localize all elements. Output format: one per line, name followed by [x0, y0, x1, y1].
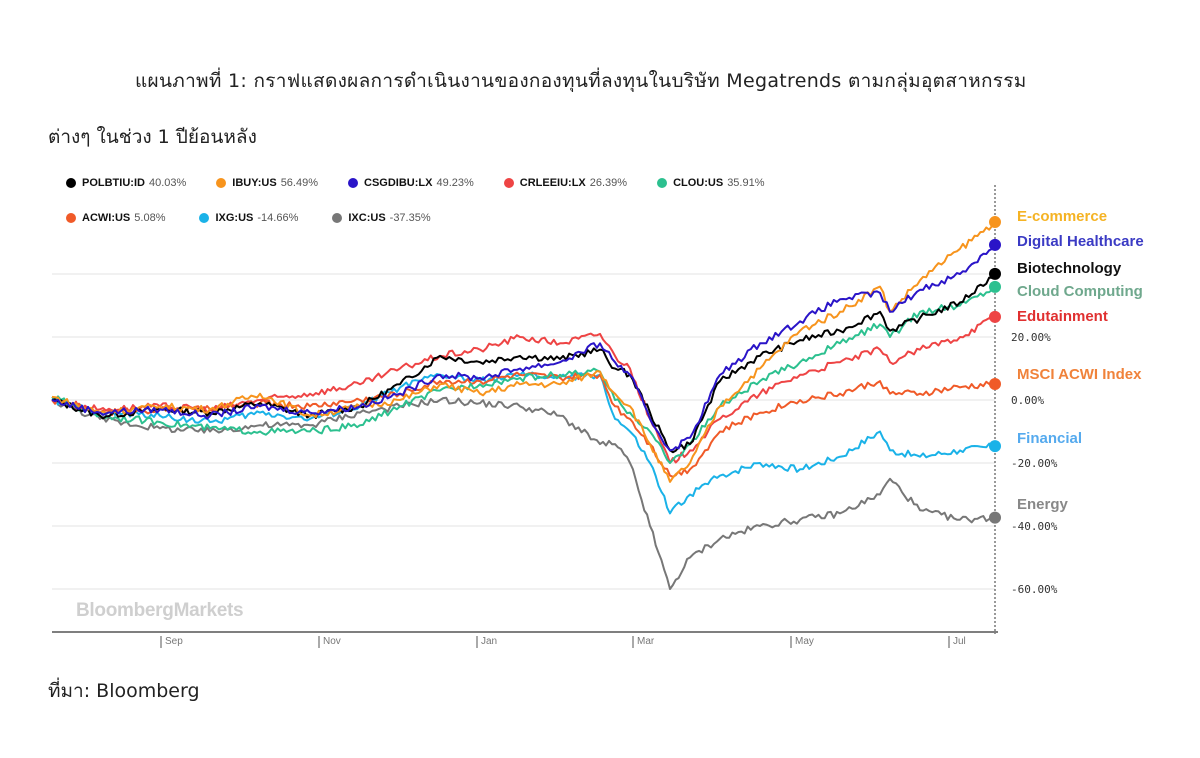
series-lines	[51, 221, 996, 590]
series-line-clouus	[51, 286, 996, 464]
legend-code: CSGDIBU:LX	[364, 177, 433, 189]
legend-pct: 26.39%	[589, 177, 628, 189]
legend-row-1: POLBTIU:ID 40.03% IBUY:US 56.49% CSGDIBU…	[66, 177, 795, 189]
series-line-ixgus	[51, 371, 996, 515]
end-marker-dot-icon	[989, 238, 1001, 251]
end-label-edutainment: Edutainment	[1017, 308, 1108, 325]
legend-code: ACWI:US	[82, 212, 131, 224]
legend-pct: 56.49%	[280, 177, 318, 189]
legend-pct: 40.03%	[148, 177, 187, 189]
legend-dot-icon	[66, 213, 76, 223]
legend-dot-icon	[348, 178, 358, 188]
y-tick-minus20: -20.00%	[1011, 457, 1058, 470]
legend-pct: 5.08%	[134, 212, 166, 224]
legend-dot-icon	[503, 178, 514, 188]
x-tick-nov: Nov	[318, 636, 341, 648]
legend-item-polbtiu: POLBTIU:ID 40.03%	[66, 177, 186, 189]
series-line-ixcus	[51, 396, 996, 590]
end-marker-dot-icon	[989, 280, 1001, 293]
x-tick-mar: Mar	[632, 636, 654, 648]
legend-code: IXG:US	[215, 212, 254, 224]
end-marker-dot-icon	[989, 310, 1001, 323]
legend-dot-icon	[657, 178, 668, 188]
end-marker-dot-icon	[989, 440, 1001, 453]
legend-pct: 35.91%	[727, 177, 765, 189]
end-marker-dot-icon	[989, 377, 1001, 390]
bloomberg-watermark: BloombergMarkets	[76, 600, 244, 621]
figure-caption-line1: แผนภาพที่ 1: กราฟแสดงผลการดำเนินงานของกอ…	[135, 70, 1027, 92]
y-tick-minus40: -40.00%	[1011, 520, 1058, 533]
legend-code: IBUY:US	[232, 177, 277, 189]
legend-code: IXC:US	[348, 212, 386, 224]
legend-item-ixc: IXC:US -37.35%	[332, 212, 431, 224]
x-tick-jul: Jul	[948, 636, 966, 648]
end-label-ecommerce: E-commerce	[1017, 208, 1108, 225]
source-note: ที่มา: Bloomberg	[48, 680, 200, 702]
end-label-energy: Energy	[1017, 496, 1068, 513]
legend-code: POLBTIU:ID	[82, 177, 145, 189]
legend-dot-icon	[199, 213, 210, 223]
y-tick-minus60: -60.00%	[1011, 583, 1058, 596]
legend-code: CLOU:US	[673, 177, 724, 189]
y-tick-20: 20.00%	[1011, 331, 1051, 344]
y-tick-0: 0.00%	[1011, 394, 1045, 407]
x-tick-sep: Sep	[160, 636, 183, 648]
legend-item-clou: CLOU:US 35.91%	[657, 177, 765, 189]
end-label-cloud-computing: Cloud Computing	[1017, 283, 1143, 300]
x-tick-jan: Jan	[476, 636, 497, 648]
legend-pct: 49.23%	[436, 177, 474, 189]
legend-item-ixg: IXG:US -14.66%	[199, 212, 298, 224]
legend-item-csgdibu: CSGDIBU:LX 49.23%	[348, 177, 474, 189]
end-label-biotechnology: Biotechnology	[1017, 260, 1122, 277]
legend-pct: -37.35%	[389, 212, 431, 224]
end-label-msci-acwi: MSCI ACWI Index	[1017, 366, 1142, 383]
legend-pct: -14.66%	[257, 212, 299, 224]
gridlines	[52, 273, 995, 590]
end-marker-dot-icon	[989, 267, 1001, 280]
x-tick-may: May	[790, 636, 814, 648]
series-line-ibuyus	[51, 221, 996, 483]
legend-dot-icon	[216, 178, 227, 188]
legend-dot-icon	[332, 213, 343, 223]
legend-item-crleeiu: CRLEEIU:LX 26.39%	[503, 177, 628, 189]
end-label-financial: Financial	[1017, 430, 1083, 447]
end-marker-dot-icon	[989, 216, 1001, 229]
end-label-digital-healthcare: Digital Healthcare	[1017, 233, 1144, 250]
legend-item-acwi: ACWI:US 5.08%	[66, 212, 165, 224]
end-markers	[989, 216, 1001, 524]
legend-dot-icon	[66, 178, 76, 188]
series-line-acwius	[51, 371, 996, 478]
legend-row-2: ACWI:US 5.08% IXG:US -14.66% IXC:US -37.…	[66, 212, 461, 224]
series-line-csgdibulx	[51, 244, 996, 452]
end-marker-dot-icon	[989, 511, 1001, 524]
legend-code: CRLEEIU:LX	[519, 177, 586, 189]
figure-caption-line2: ต่างๆ ในช่วง 1 ปีย้อนหลัง	[48, 126, 257, 148]
series-line-polbtiuid	[51, 273, 996, 454]
legend-item-ibuy: IBUY:US 56.49%	[216, 177, 318, 189]
